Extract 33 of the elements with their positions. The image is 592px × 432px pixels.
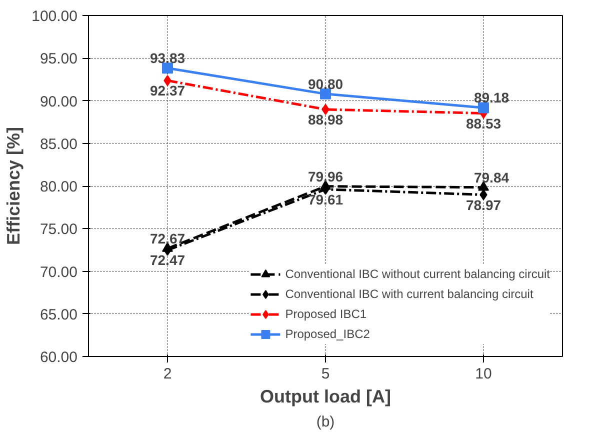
legend-label: Proposed_IBC2: [285, 327, 370, 341]
x-axis-title: Output load [A]: [260, 386, 391, 406]
data-label: 90.80: [308, 76, 344, 92]
x-tick-label: 10: [475, 366, 492, 382]
data-label: 78.97: [466, 196, 502, 213]
y-tick-label: 80.00: [40, 178, 78, 196]
data-label: 79.84: [474, 169, 510, 186]
data-label: 93.83: [150, 50, 186, 66]
y-tick-label: 70.00: [40, 264, 78, 281]
legend-label: Conventional IBC with current balancing circuit: [285, 287, 534, 301]
y-tick-label: 65.00: [40, 306, 78, 324]
legend-label: Proposed IBC1: [285, 307, 367, 321]
y-tick-label: 90.00: [40, 93, 78, 110]
x-tick-label: 2: [163, 366, 172, 382]
y-tick-label: 60.00: [40, 349, 78, 366]
data-label: 72.47: [150, 252, 186, 268]
y-axis-title: Efficiency [%]: [4, 126, 24, 246]
x-tick-label: 5: [321, 366, 330, 382]
text: (b): [316, 414, 335, 430]
y-tick-label: 100.00: [32, 8, 78, 25]
y-tick-label: 95.00: [40, 50, 78, 68]
data-label: 72.67: [150, 230, 186, 246]
legend-label: Conventional IBC without current balancing circuit: [285, 267, 550, 281]
point: [162, 62, 173, 74]
y-tick-label: 75.00: [40, 221, 78, 238]
y-tick-label: 85.00: [40, 136, 78, 153]
data-label: 79.96: [308, 168, 344, 184]
data-label: 88.53: [466, 115, 502, 132]
point: [478, 102, 489, 114]
data-label: 88.98: [308, 111, 344, 128]
data-label: 92.37: [150, 82, 186, 99]
data-label: 89.18: [474, 90, 510, 106]
data-label: 79.61: [308, 191, 344, 208]
